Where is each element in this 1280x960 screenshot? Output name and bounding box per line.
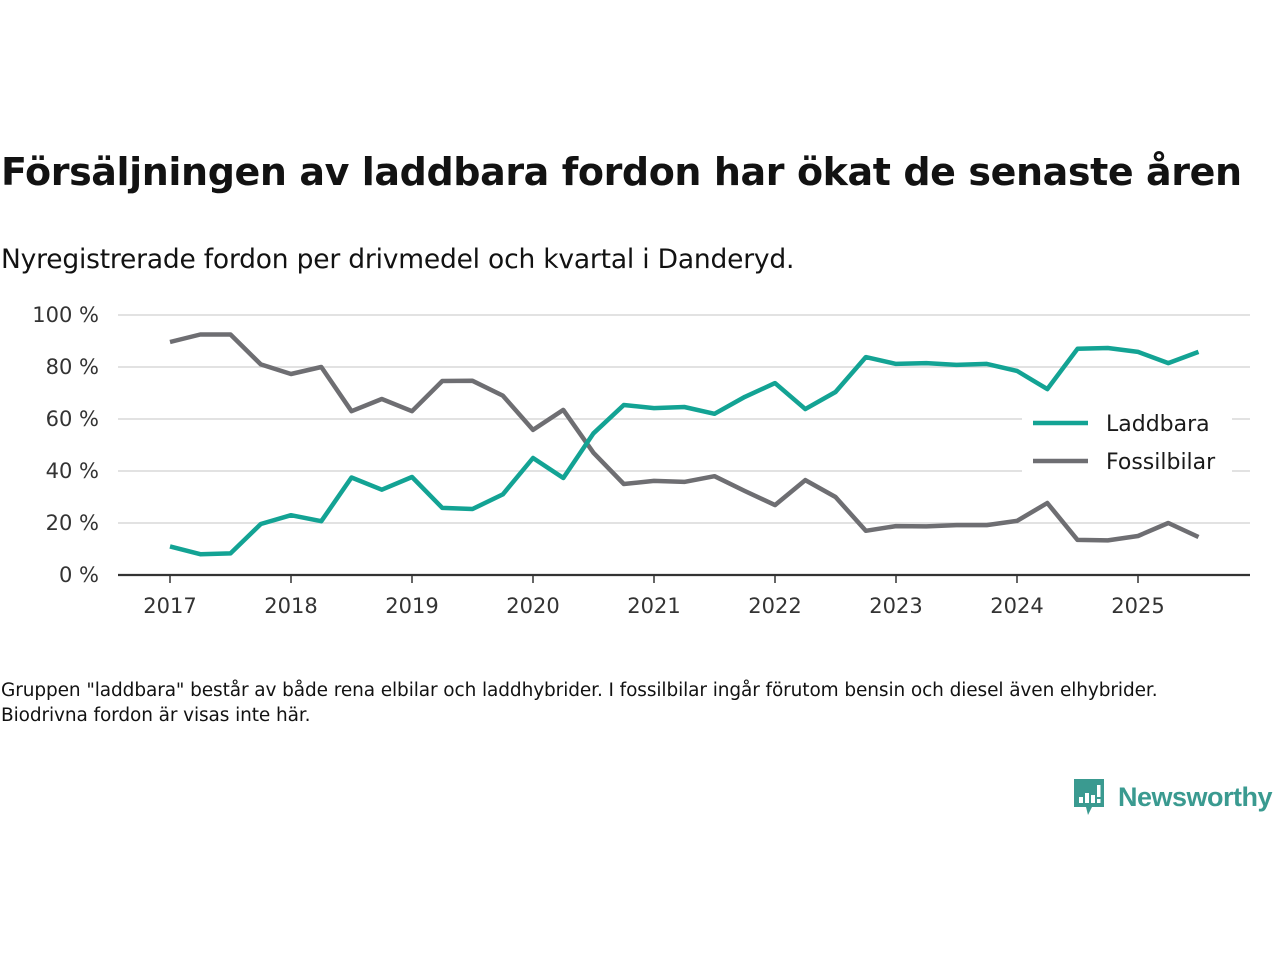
line-chart: 0 % 20 % 40 % 60 % 80 % 100 % 2017 2018 2019 202… [32, 303, 1250, 618]
newsworthy-logo-icon [1074, 779, 1104, 815]
series-line-laddbara [169, 345, 1200, 557]
series-line-fossilbilar [169, 332, 1200, 543]
x-tick-label: 2019 [385, 594, 438, 618]
legend-background [1022, 401, 1232, 481]
brand-name: Newsworthy [1118, 781, 1273, 812]
x-axis: 2017 2018 2019 2020 2021 2022 2023 2024 2025 [118, 573, 1250, 618]
y-tick-label: 40 % [46, 459, 99, 483]
y-tick-label: 0 % [59, 563, 99, 587]
y-tick-label: 100 % [32, 303, 99, 327]
x-tick-label: 2018 [264, 594, 317, 618]
x-tick-label: 2017 [143, 594, 196, 618]
y-tick-label: 60 % [46, 407, 99, 431]
x-tick-label: 2024 [990, 594, 1043, 618]
legend-label-laddbara: Laddbara [1106, 412, 1210, 437]
x-tick-label: 2020 [506, 594, 559, 618]
x-tick-label: 2023 [869, 594, 922, 618]
chart-subtitle: Nyregistrerade fordon per drivmedel och … [1, 244, 795, 275]
brand-logo: Newsworthy [1072, 777, 1273, 817]
chart-title: Försäljningen av laddbara fordon har öka… [1, 150, 1242, 194]
x-tick-label: 2025 [1111, 594, 1164, 618]
y-tick-label: 80 % [46, 355, 99, 379]
series-lines [169, 332, 1200, 557]
y-axis-tick-labels: 0 % 20 % 40 % 60 % 80 % 100 % [32, 303, 99, 587]
footnote: Gruppen "laddbara" består av både rena e… [1, 680, 1158, 726]
x-tick-label: 2022 [748, 594, 801, 618]
legend-label-fossilbilar: Fossilbilar [1106, 450, 1216, 475]
y-tick-label: 20 % [46, 511, 99, 535]
legend: Laddbara Fossilbilar [1022, 401, 1232, 481]
x-tick-label: 2021 [627, 594, 680, 618]
